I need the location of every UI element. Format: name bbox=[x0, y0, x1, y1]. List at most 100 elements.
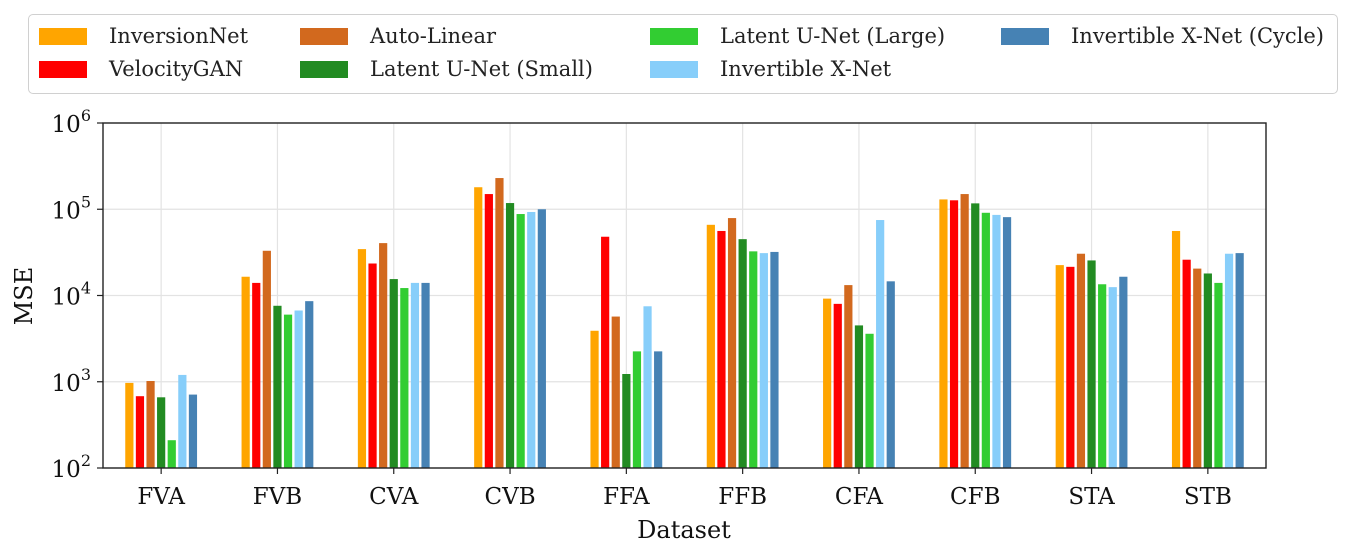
legend-label: Latent U-Net (Large) bbox=[720, 24, 946, 48]
bar-ffb-6 bbox=[770, 251, 779, 468]
bar-stb-0 bbox=[1171, 230, 1181, 468]
bar-cva-4 bbox=[400, 288, 409, 468]
y-tick-label: 102 bbox=[52, 451, 91, 483]
legend-entry: InversionNet bbox=[39, 23, 248, 49]
bar-sta-6 bbox=[1119, 276, 1128, 468]
y-axis-ticks: 102 103 104 105 106 bbox=[52, 106, 103, 483]
y-tick-label: 104 bbox=[52, 279, 91, 311]
x-axis-ticks: FVA FVB CVA CVB FFA FFB CFA CFB STA STB bbox=[137, 468, 1232, 510]
legend-swatch bbox=[39, 60, 87, 78]
bar-cfa-0 bbox=[823, 298, 832, 468]
bar-cfa-2 bbox=[844, 285, 853, 468]
bar-cfb-4 bbox=[981, 212, 990, 468]
bar-ffa-1 bbox=[601, 236, 610, 468]
bar-fva-6 bbox=[188, 394, 198, 468]
legend-entry: Latent U-Net (Large) bbox=[650, 23, 945, 49]
legend-entry: VelocityGAN bbox=[39, 56, 243, 82]
bar-fva-5 bbox=[178, 374, 187, 468]
bar-cfa-4 bbox=[865, 333, 874, 468]
bar-stb-3 bbox=[1203, 273, 1212, 468]
bar-cvb-5 bbox=[527, 211, 536, 468]
bar-sta-3 bbox=[1087, 260, 1096, 468]
bar-cfa-5 bbox=[876, 220, 885, 468]
bar-fvb-5 bbox=[294, 310, 303, 468]
x-tick-label-ffa: FFA bbox=[603, 484, 650, 510]
bar-cfb-6 bbox=[1002, 217, 1012, 468]
bar-fvb-6 bbox=[305, 301, 314, 468]
bar-cfa-3 bbox=[854, 325, 864, 468]
bar-ffb-3 bbox=[738, 239, 747, 468]
legend-swatch bbox=[300, 60, 348, 78]
bar-stb-1 bbox=[1182, 259, 1191, 468]
y-tick-label: 103 bbox=[52, 365, 91, 397]
bar-sta-0 bbox=[1055, 265, 1064, 468]
legend-swatch bbox=[650, 60, 698, 78]
bar-ffb-0 bbox=[706, 224, 715, 468]
bar-fva-3 bbox=[157, 397, 166, 468]
legend: InversionNet VelocityGAN Auto-Linear Latent… bbox=[28, 14, 1338, 94]
bar-fva-1 bbox=[135, 396, 145, 468]
bar-cfa-6 bbox=[886, 281, 895, 468]
legend-swatch bbox=[39, 27, 87, 45]
bar-fvb-1 bbox=[252, 282, 261, 468]
bar-ffa-0 bbox=[590, 330, 599, 468]
bar-fvb-0 bbox=[241, 276, 250, 468]
bar-cfb-3 bbox=[971, 203, 980, 468]
bar-ffa-5 bbox=[643, 306, 652, 468]
bar-cva-2 bbox=[379, 243, 388, 468]
bar-ffb-5 bbox=[759, 253, 768, 468]
bar-stb-5 bbox=[1224, 253, 1234, 468]
y-axis-title: MSE bbox=[10, 267, 38, 326]
bar-ffb-2 bbox=[727, 218, 737, 468]
legend-swatch bbox=[300, 27, 348, 45]
legend-label: VelocityGAN bbox=[109, 57, 244, 81]
legend-swatch bbox=[650, 27, 698, 45]
bars bbox=[125, 178, 1244, 469]
bar-cvb-6 bbox=[537, 209, 546, 468]
bar-cfb-0 bbox=[939, 199, 948, 469]
bar-cva-6 bbox=[421, 282, 430, 468]
x-tick-label-cva: CVA bbox=[369, 484, 419, 510]
x-tick-label-sta: STA bbox=[1068, 484, 1115, 510]
y-tick-label: 106 bbox=[52, 106, 91, 138]
legend-entry: Invertible X-Net (Cycle) bbox=[1001, 23, 1324, 49]
legend-label: Auto-Linear bbox=[370, 24, 497, 48]
x-tick-label-fva: FVA bbox=[137, 484, 185, 510]
bar-ffb-4 bbox=[749, 251, 758, 468]
legend-label: Invertible X-Net bbox=[720, 57, 892, 81]
bar-sta-1 bbox=[1066, 266, 1075, 468]
bar-cvb-3 bbox=[505, 203, 515, 469]
bar-sta-2 bbox=[1076, 253, 1086, 468]
bar-cva-3 bbox=[389, 279, 398, 468]
legend-entry: Auto-Linear bbox=[300, 23, 496, 49]
bar-fvb-4 bbox=[283, 314, 293, 468]
bar-fva-0 bbox=[125, 382, 134, 468]
bar-cva-0 bbox=[357, 249, 367, 468]
bar-fvb-2 bbox=[262, 250, 271, 468]
x-tick-label-cfb: CFB bbox=[950, 484, 1000, 510]
bar-sta-5 bbox=[1108, 287, 1117, 468]
bar-sta-4 bbox=[1098, 284, 1107, 468]
bar-cvb-4 bbox=[516, 214, 525, 468]
bar-cvb-1 bbox=[484, 194, 493, 468]
x-tick-label-fvb: FVB bbox=[253, 484, 302, 510]
bar-cva-5 bbox=[410, 282, 420, 468]
bar-stb-2 bbox=[1193, 268, 1202, 468]
bar-cfb-1 bbox=[949, 200, 959, 469]
bar-cvb-2 bbox=[495, 178, 504, 469]
bar-stb-6 bbox=[1235, 253, 1244, 468]
bar-cfa-1 bbox=[833, 303, 842, 468]
bar-fva-4 bbox=[167, 440, 176, 468]
bar-ffa-6 bbox=[654, 351, 663, 468]
x-tick-label-cfa: CFA bbox=[835, 484, 884, 510]
bar-ffb-1 bbox=[717, 230, 726, 468]
bar-cfb-2 bbox=[960, 194, 969, 468]
bar-fvb-3 bbox=[273, 305, 282, 468]
bar-cva-1 bbox=[368, 263, 377, 468]
bar-cvb-0 bbox=[474, 187, 483, 469]
legend-entry: Invertible X-Net bbox=[650, 56, 891, 82]
legend-label: Invertible X-Net (Cycle) bbox=[1071, 24, 1325, 48]
legend-label: InversionNet bbox=[109, 24, 249, 48]
y-tick-label: 105 bbox=[52, 192, 91, 224]
